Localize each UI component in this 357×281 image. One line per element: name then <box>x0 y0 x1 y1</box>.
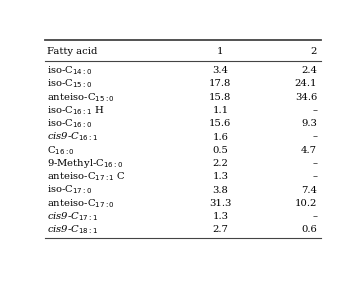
Text: 1.1: 1.1 <box>212 106 228 115</box>
Text: 10.2: 10.2 <box>295 199 317 208</box>
Text: 0.5: 0.5 <box>212 146 228 155</box>
Text: 1.3: 1.3 <box>212 212 228 221</box>
Text: 24.1: 24.1 <box>295 80 317 89</box>
Text: anteiso-C$_{17:0}$: anteiso-C$_{17:0}$ <box>47 197 115 210</box>
Text: 17.8: 17.8 <box>209 80 231 89</box>
Text: 0.6: 0.6 <box>301 225 317 234</box>
Text: 31.3: 31.3 <box>209 199 231 208</box>
Text: cis9-C$_{17:1}$: cis9-C$_{17:1}$ <box>47 210 99 223</box>
Text: –: – <box>312 133 317 142</box>
Text: 7.4: 7.4 <box>301 185 317 194</box>
Text: 1.6: 1.6 <box>212 133 228 142</box>
Text: cis9-C$_{18:1}$: cis9-C$_{18:1}$ <box>47 223 99 236</box>
Text: –: – <box>312 172 317 181</box>
Text: 3.8: 3.8 <box>212 185 228 194</box>
Text: 4.7: 4.7 <box>301 146 317 155</box>
Text: iso-C$_{14:0}$: iso-C$_{14:0}$ <box>47 64 93 77</box>
Text: 2.2: 2.2 <box>212 159 228 168</box>
Text: –: – <box>312 106 317 115</box>
Text: –: – <box>312 159 317 168</box>
Text: 15.6: 15.6 <box>209 119 231 128</box>
Text: –: – <box>312 212 317 221</box>
Text: 9-Methyl-C$_{16:0}$: 9-Methyl-C$_{16:0}$ <box>47 157 124 170</box>
Text: 3.4: 3.4 <box>212 66 228 75</box>
Text: 34.6: 34.6 <box>295 93 317 102</box>
Text: 2.4: 2.4 <box>301 66 317 75</box>
Text: 1.3: 1.3 <box>212 172 228 181</box>
Text: iso-C$_{16:0}$: iso-C$_{16:0}$ <box>47 117 93 130</box>
Text: cis9-C$_{16:1}$: cis9-C$_{16:1}$ <box>47 131 99 143</box>
Text: iso-C$_{15:0}$: iso-C$_{15:0}$ <box>47 78 93 90</box>
Text: 15.8: 15.8 <box>209 93 231 102</box>
Text: 1: 1 <box>217 47 223 56</box>
Text: Fatty acid: Fatty acid <box>47 47 98 56</box>
Text: anteiso-C$_{15:0}$: anteiso-C$_{15:0}$ <box>47 91 115 104</box>
Text: 9.3: 9.3 <box>301 119 317 128</box>
Text: iso-C$_{16:1}$ H: iso-C$_{16:1}$ H <box>47 104 105 117</box>
Text: 2.7: 2.7 <box>212 225 228 234</box>
Text: anteiso-C$_{17:1}$ C: anteiso-C$_{17:1}$ C <box>47 170 126 183</box>
Text: C$_{16:0}$: C$_{16:0}$ <box>47 144 75 157</box>
Text: iso-C$_{17:0}$: iso-C$_{17:0}$ <box>47 184 93 196</box>
Text: 2: 2 <box>311 47 317 56</box>
